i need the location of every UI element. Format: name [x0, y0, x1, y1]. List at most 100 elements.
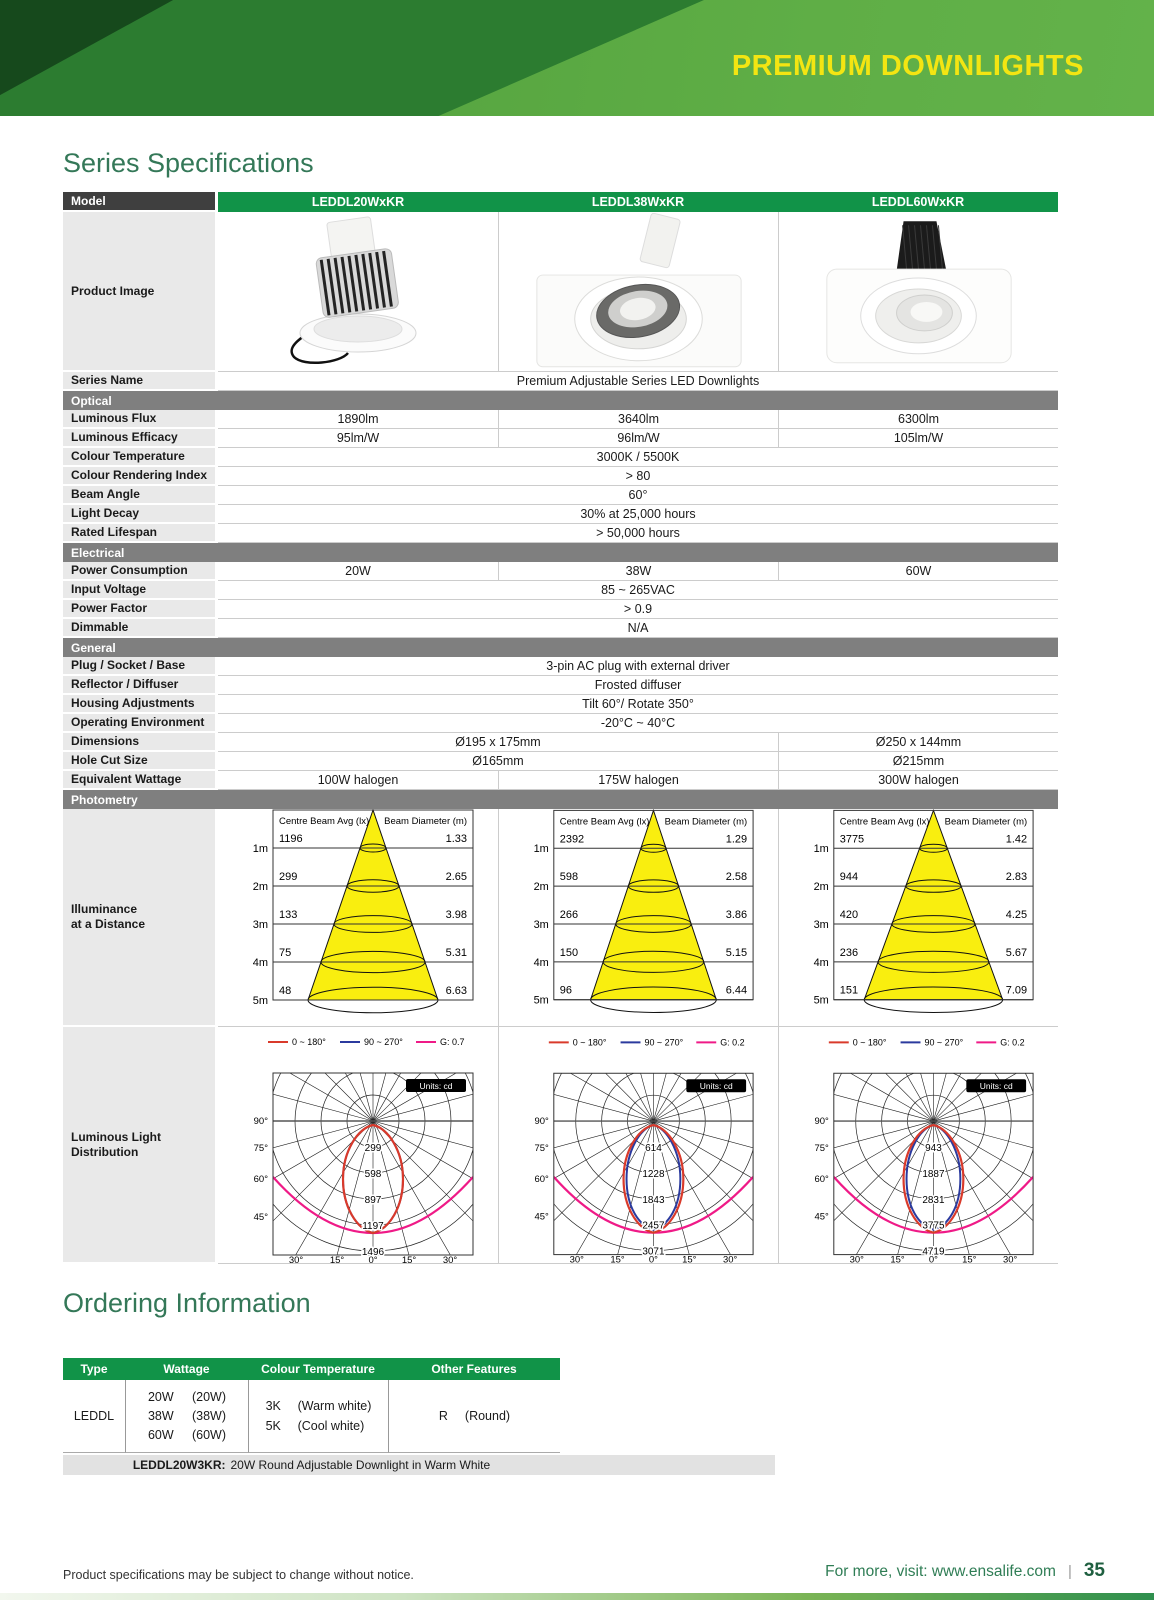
svg-text:90°: 90° — [815, 1116, 830, 1127]
svg-text:75°: 75° — [254, 1143, 269, 1154]
spec-value: 30% at 25,000 hours — [218, 505, 1058, 524]
svg-text:45°: 45° — [815, 1211, 830, 1222]
ordering-wattage-cell: 20W (20W) 38W (38W) 60W (60W) — [125, 1380, 248, 1453]
row-label: Operating Environment — [63, 714, 215, 733]
ordering-information-title: Ordering Information — [63, 1288, 311, 1318]
svg-text:15°: 15° — [330, 1255, 345, 1264]
spec-value: 3000K / 5500K — [218, 448, 1058, 467]
distribution-chart-2: 0 ~ 180° 90 ~ 270° G: 0.2 Units: cd 614 1228 1… — [498, 1027, 778, 1264]
svg-text:236: 236 — [840, 947, 858, 959]
svg-text:4719: 4719 — [922, 1246, 945, 1257]
illuminance-chart-2: Centre Beam Avg (lx) Beam Diameter (m) 1m 2… — [498, 809, 778, 1027]
svg-text:15°: 15° — [610, 1254, 625, 1263]
svg-text:2m: 2m — [253, 881, 268, 893]
ordering-header-type: Type — [80, 1362, 108, 1376]
svg-text:1.29: 1.29 — [726, 833, 747, 845]
svg-text:614: 614 — [645, 1142, 662, 1153]
svg-text:30°: 30° — [1003, 1254, 1018, 1263]
ordering-body-row: LEDDL 20W (20W) 38W (38W) 60W (60W) 3K (Warm… — [63, 1380, 560, 1453]
spec-value: 1890lm — [218, 410, 498, 429]
spec-row-power-factor: Power Factor > 0.9 — [63, 600, 1058, 619]
spec-value: > 80 — [218, 467, 1058, 486]
spec-row-plug-socket-base: Plug / Socket / Base 3-pin AC plug with e… — [63, 657, 1058, 676]
spec-row-rated-lifespan: Rated Lifespan > 50,000 hours — [63, 524, 1058, 543]
footer-website: For more, visit: www.ensalife.com — [825, 1563, 1056, 1580]
row-label: Colour Rendering Index — [63, 467, 215, 486]
row-label: Dimensions — [63, 733, 215, 752]
spec-value: 96lm/W — [498, 429, 778, 448]
row-label: Rated Lifespan — [63, 524, 215, 543]
ordering-header-row: Type Wattage Colour Temperature Other Fe… — [63, 1358, 560, 1380]
ordering-table: Type Wattage Colour Temperature Other Fe… — [63, 1358, 560, 1453]
svg-text:2.58: 2.58 — [726, 871, 747, 883]
spec-value: > 50,000 hours — [218, 524, 1058, 543]
svg-text:0°: 0° — [368, 1255, 377, 1264]
svg-text:3.86: 3.86 — [726, 909, 747, 921]
svg-text:15°: 15° — [402, 1255, 417, 1264]
row-label: Dimmable — [63, 619, 215, 638]
product-photo-3 — [826, 220, 1012, 363]
svg-text:15°: 15° — [682, 1254, 697, 1263]
svg-text:1.33: 1.33 — [446, 833, 467, 845]
svg-text:1m: 1m — [814, 843, 829, 855]
row-label: Product Image — [63, 212, 215, 372]
row-label: Hole Cut Size — [63, 752, 215, 771]
spec-value: Ø195 x 175mm — [218, 733, 778, 752]
illuminance-chart-3: Centre Beam Avg (lx) Beam Diameter (m) 1m 3… — [778, 809, 1058, 1027]
svg-text:G: 0.7: G: 0.7 — [440, 1037, 465, 1047]
svg-text:6.63: 6.63 — [446, 985, 467, 997]
spec-value: 95lm/W — [218, 429, 498, 448]
svg-text:30°: 30° — [289, 1255, 304, 1264]
svg-text:2.83: 2.83 — [1006, 871, 1027, 883]
row-label: Beam Angle — [63, 486, 215, 505]
spec-row-luminous-efficacy: Luminous Efficacy 95lm/W 96lm/W 105lm/W — [63, 429, 1058, 448]
spec-value: Frosted diffuser — [218, 676, 1058, 695]
footer-separator: | — [1067, 1563, 1072, 1580]
footer-right: For more, visit: www.ensalife.com | 35 — [825, 1560, 1105, 1582]
svg-text:0°: 0° — [649, 1254, 658, 1263]
spec-row-dimmable: Dimmable N/A — [63, 619, 1058, 638]
svg-text:943: 943 — [925, 1142, 942, 1153]
svg-text:598: 598 — [365, 1169, 382, 1180]
svg-text:1m: 1m — [253, 843, 268, 855]
spec-row-illuminance-at-a-distance: Illuminance at a Distance Centre Beam Avg… — [63, 809, 1058, 1027]
svg-text:2.65: 2.65 — [446, 871, 467, 883]
spec-row-input-voltage: Input Voltage 85 ~ 265VAC — [63, 581, 1058, 600]
svg-text:G: 0.2: G: 0.2 — [1000, 1037, 1024, 1047]
spec-value: -20°C ~ 40°C — [218, 714, 1058, 733]
svg-text:0 ~ 180°: 0 ~ 180° — [573, 1037, 607, 1047]
svg-text:299: 299 — [279, 871, 297, 883]
section-header-general: General — [63, 638, 1058, 657]
row-label: Model — [63, 192, 215, 212]
svg-text:45°: 45° — [254, 1212, 269, 1223]
svg-text:150: 150 — [560, 947, 578, 959]
ordering-type-cell: LEDDL — [63, 1380, 125, 1453]
svg-text:Beam Diameter (m): Beam Diameter (m) — [945, 816, 1027, 827]
svg-text:Units: cd: Units: cd — [419, 1081, 452, 1091]
row-label: Series Name — [63, 372, 215, 391]
section-header-optical: Optical — [63, 391, 1058, 410]
svg-text:2m: 2m — [814, 881, 829, 893]
row-label: Plug / Socket / Base — [63, 657, 215, 676]
svg-text:Units: cd: Units: cd — [980, 1081, 1013, 1091]
svg-text:5.15: 5.15 — [726, 947, 747, 959]
spec-row-series-name: Series Name Premium Adjustable Series LED… — [63, 372, 1058, 391]
svg-text:6.44: 6.44 — [726, 985, 747, 997]
svg-text:1228: 1228 — [642, 1168, 665, 1179]
spec-row-luminous-flux: Luminous Flux 1890lm 3640lm 6300lm — [63, 410, 1058, 429]
ordering-colour-temperature-cell: 3K (Warm white) 5K (Cool white) — [248, 1380, 388, 1453]
svg-text:133: 133 — [279, 909, 297, 921]
svg-text:60°: 60° — [815, 1173, 830, 1184]
svg-text:30°: 30° — [723, 1254, 738, 1263]
spec-row-light-decay: Light Decay 30% at 25,000 hours — [63, 505, 1058, 524]
svg-text:4m: 4m — [253, 957, 268, 969]
ordering-example: LEDDL20W3KR: 20W Round Adjustable Downli… — [63, 1455, 775, 1475]
spec-value: > 0.9 — [218, 600, 1058, 619]
spec-row-power-consumption: Power Consumption 20W 38W 60W — [63, 562, 1058, 581]
svg-text:5.67: 5.67 — [1006, 947, 1027, 959]
svg-text:4m: 4m — [814, 957, 829, 969]
svg-text:90 ~ 270°: 90 ~ 270° — [924, 1037, 963, 1047]
svg-text:5m: 5m — [814, 995, 829, 1007]
spec-row-model: Model LEDDL20WxKR LEDDL38WxKR LEDDL60WxKR — [63, 192, 1058, 212]
row-label: Colour Temperature — [63, 448, 215, 467]
